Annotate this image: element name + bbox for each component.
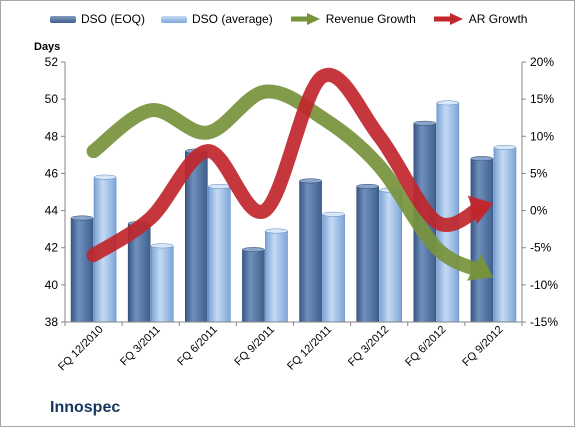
x-tick-label: FQ 6/2012 — [403, 324, 448, 369]
x-tick-label: FQ 6/2011 — [175, 324, 220, 369]
bar-top-dso-average-fq-12-2011 — [322, 211, 345, 217]
bar-dso-average-fq-12-2011 — [322, 213, 345, 323]
bar-top-dso-average-fq-9-2011 — [265, 228, 288, 234]
bar-dso-average-fq-9-2011 — [265, 230, 288, 323]
y-tick-label-left: 42 — [45, 241, 59, 255]
y-tick-label-left: 50 — [45, 92, 59, 106]
bar-top-dso-average-fq-6-2011 — [208, 183, 231, 189]
bar-dso-average-fq-9-2012 — [493, 147, 517, 323]
growth-lines — [86, 67, 494, 281]
y-tick-label-right: -5% — [530, 241, 552, 255]
legend-item-revenue-growth: Revenue Growth — [289, 12, 416, 26]
bar-dso-average-fq-3-2011 — [150, 245, 174, 323]
bar-group — [70, 100, 517, 323]
legend-arrow-icon-ar — [433, 13, 463, 25]
arrowhead-ar-growth — [467, 195, 494, 225]
y-tick-label-left: 48 — [45, 129, 59, 143]
legend-label-revenue-growth: Revenue Growth — [325, 12, 416, 26]
bar-top-dso-average-fq-9-2012 — [493, 144, 517, 150]
line-ar-growth — [86, 67, 488, 263]
y-tick-label-right: 0% — [530, 204, 548, 218]
legend-arrow-icon-revenue — [290, 13, 320, 25]
y-tick-label-right: 5% — [530, 166, 548, 180]
bar-top-dso-eoq-fq-12-2010 — [70, 215, 94, 221]
x-tick-label: FQ 3/2012 — [346, 324, 391, 369]
line-revenue-growth — [86, 84, 489, 279]
y-tick-label-left: 44 — [45, 204, 59, 218]
bar-dso-eoq-fq-9-2012 — [470, 158, 494, 323]
legend-item-ar-growth: AR Growth — [432, 12, 528, 26]
y-tick-label-right: 15% — [530, 92, 554, 106]
legend-item-dso-eoq: DSO (EOQ) — [50, 12, 145, 26]
bar-dso-eoq-fq-3-2012 — [356, 186, 379, 323]
legend-label-dso-eoq: DSO (EOQ) — [81, 12, 146, 26]
y-tick-label-left: 38 — [45, 315, 59, 329]
bar-dso-average-fq-6-2012 — [436, 102, 460, 323]
y-tick-label-right: -15% — [530, 315, 558, 329]
chart-legend: DSO (EOQ) DSO (average) Revenue Growth A… — [50, 12, 543, 26]
y-axis-title: Days — [34, 41, 61, 53]
bar-top-dso-eoq-fq-3-2012 — [356, 183, 379, 189]
bar-top-dso-eoq-fq-6-2012 — [413, 120, 437, 126]
y-tick-label-left: 52 — [45, 55, 59, 69]
bar-top-dso-average-fq-12-2010 — [93, 174, 117, 180]
bar-dso-average-fq-6-2011 — [208, 186, 231, 323]
x-tick-label: FQ 9/2012 — [460, 324, 505, 369]
legend-swatch-dso-average — [161, 15, 188, 23]
legend-label-ar-growth: AR Growth — [468, 12, 528, 26]
legend-label-dso-average: DSO (average) — [192, 12, 273, 26]
y-tick-label-left: 46 — [45, 166, 59, 180]
bar-dso-eoq-fq-12-2011 — [299, 180, 322, 323]
legend-swatch-dso-eoq — [50, 15, 76, 23]
bar-top-dso-average-fq-6-2012 — [436, 100, 460, 106]
y-tick-label-left: 40 — [45, 278, 59, 292]
arrowhead-revenue-growth — [466, 253, 494, 281]
brand-label: Innospec — [50, 399, 121, 416]
bar-top-dso-eoq-fq-9-2011 — [242, 247, 265, 253]
y-tick-label-right: 20% — [530, 55, 554, 69]
bar-dso-average-fq-3-2012 — [379, 189, 402, 323]
bar-top-dso-average-fq-3-2011 — [150, 243, 174, 249]
y-tick-label-right: 10% — [530, 129, 554, 143]
bar-dso-eoq-fq-9-2011 — [242, 249, 265, 323]
bar-top-dso-eoq-fq-9-2012 — [470, 156, 494, 162]
x-tick-label: FQ 12/2010 — [56, 324, 106, 374]
bar-dso-eoq-fq-12-2010 — [70, 217, 94, 323]
x-tick-label: FQ 3/2011 — [118, 324, 163, 369]
y-tick-label-right: -10% — [530, 278, 558, 292]
bar-top-dso-eoq-fq-12-2011 — [299, 178, 322, 184]
x-tick-label: FQ 12/2011 — [285, 324, 334, 373]
legend-item-dso-average: DSO (average) — [161, 12, 273, 26]
x-tick-label: FQ 9/2011 — [232, 324, 277, 369]
